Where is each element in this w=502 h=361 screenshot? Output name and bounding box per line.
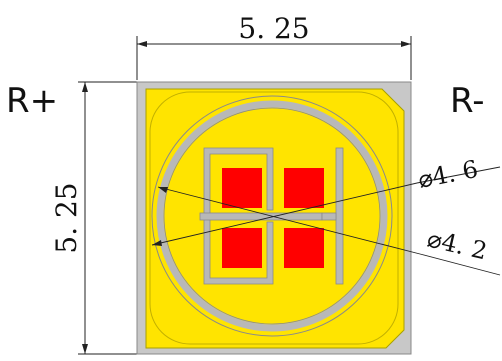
width-dimension: 5. 25 xyxy=(136,12,412,80)
width-arrow-right xyxy=(401,41,411,47)
chip-top-right xyxy=(284,168,324,208)
lens-ring-inner-edge xyxy=(163,107,381,325)
inner-diameter-arrow xyxy=(158,187,168,193)
outer-thin-circle xyxy=(151,95,393,337)
right-vertical-trace xyxy=(335,147,344,285)
positive-pole-label: R+ xyxy=(6,81,58,121)
height-dimension: 5. 25 xyxy=(50,81,137,355)
left-bracket-trace xyxy=(203,147,274,285)
width-label: 5. 25 xyxy=(238,12,309,45)
led-package xyxy=(136,81,412,355)
inner-diameter-leader-extension xyxy=(419,253,501,276)
height-arrow-bottom xyxy=(82,344,88,354)
pad-inner-outline xyxy=(149,91,399,345)
outer-diameter-label: ⌀4. 6 xyxy=(416,155,480,194)
height-arrow-top xyxy=(82,82,88,92)
outer-diameter-leader xyxy=(151,182,418,246)
negative-pole-label: R- xyxy=(450,81,485,121)
led-chips xyxy=(222,168,324,268)
inner-diameter-leader xyxy=(157,186,421,255)
height-label: 5. 25 xyxy=(50,182,83,253)
chip-bottom-left xyxy=(222,228,262,268)
lens-ring xyxy=(156,100,388,332)
chip-bottom-right xyxy=(284,228,324,268)
middle-bar-trace xyxy=(199,212,323,221)
outer-diameter-leader-extension xyxy=(416,166,501,184)
outer-diameter-arrow xyxy=(152,240,162,246)
width-arrow-left xyxy=(137,41,147,47)
chip-top-left xyxy=(222,168,262,208)
inner-diameter-label: ⌀4. 2 xyxy=(425,225,490,266)
right-connector-trace xyxy=(321,212,337,221)
